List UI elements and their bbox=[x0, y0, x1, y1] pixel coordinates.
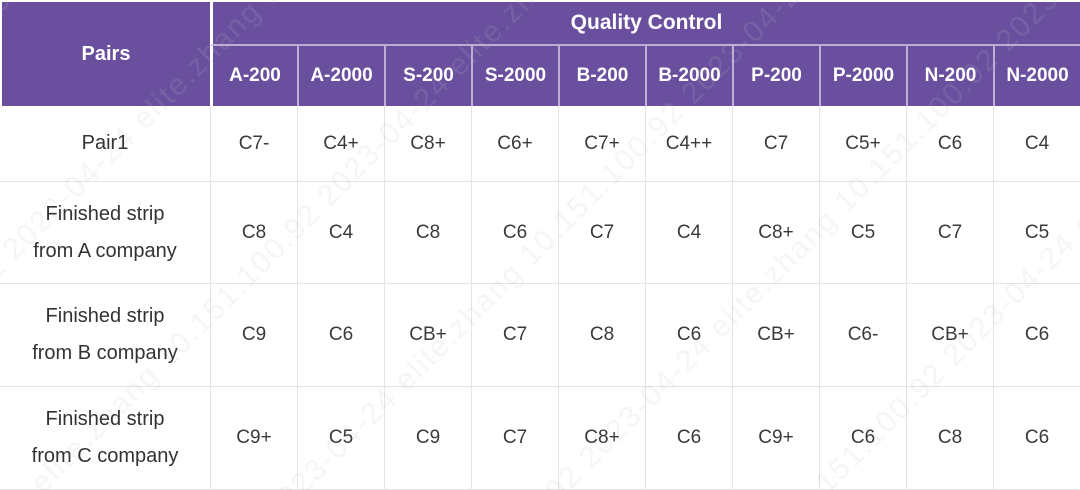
value-cell: C5+ bbox=[819, 106, 906, 182]
value-cell: C7 bbox=[732, 106, 819, 182]
value-cell: C7 bbox=[471, 284, 558, 387]
row-label: Pair1 bbox=[0, 106, 210, 182]
value-cell: C7- bbox=[210, 106, 297, 182]
value-cell: C7 bbox=[471, 387, 558, 490]
value-cell: C9 bbox=[384, 387, 471, 490]
value-cell: C8 bbox=[558, 284, 645, 387]
value-cell: C6 bbox=[993, 284, 1080, 387]
value-cell: C4+ bbox=[297, 106, 384, 182]
value-cell: CB+ bbox=[732, 284, 819, 387]
value-cell: C6 bbox=[471, 182, 558, 284]
value-cell: C4 bbox=[297, 182, 384, 284]
value-cell: C6 bbox=[645, 387, 732, 490]
row-label: Finished strip from C company bbox=[0, 387, 210, 490]
value-cell: C6 bbox=[906, 106, 993, 182]
column-header-s-2000: S-2000 bbox=[471, 46, 558, 106]
value-cell: C8+ bbox=[732, 182, 819, 284]
value-cell: C4++ bbox=[645, 106, 732, 182]
column-header-n-200: N-200 bbox=[906, 46, 993, 106]
value-cell: C7 bbox=[906, 182, 993, 284]
row-label: Finished strip from B company bbox=[0, 284, 210, 387]
value-cell: C7 bbox=[558, 182, 645, 284]
value-cell: C9+ bbox=[732, 387, 819, 490]
value-cell: C6 bbox=[297, 284, 384, 387]
value-cell: C8+ bbox=[384, 106, 471, 182]
value-cell: C6 bbox=[819, 387, 906, 490]
value-cell: C6 bbox=[645, 284, 732, 387]
column-header-a-2000: A-2000 bbox=[297, 46, 384, 106]
value-cell: C5 bbox=[297, 387, 384, 490]
value-cell: C9 bbox=[210, 284, 297, 387]
column-header-p-2000: P-2000 bbox=[819, 46, 906, 106]
value-cell: C4 bbox=[645, 182, 732, 284]
value-cell: C5 bbox=[993, 182, 1080, 284]
value-cell: C8+ bbox=[558, 387, 645, 490]
row-label: Finished strip from A company bbox=[0, 182, 210, 284]
value-cell: CB+ bbox=[906, 284, 993, 387]
value-cell: C8 bbox=[384, 182, 471, 284]
value-cell: C7+ bbox=[558, 106, 645, 182]
column-header-b-200: B-200 bbox=[558, 46, 645, 106]
value-cell: C4 bbox=[993, 106, 1080, 182]
column-header-s-200: S-200 bbox=[384, 46, 471, 106]
column-header-a-200: A-200 bbox=[210, 46, 297, 106]
value-cell: C6 bbox=[993, 387, 1080, 490]
value-cell: C8 bbox=[210, 182, 297, 284]
column-header-b-2000: B-2000 bbox=[645, 46, 732, 106]
quality-control-group-header: Quality Control bbox=[210, 0, 1080, 46]
column-header-p-200: P-200 bbox=[732, 46, 819, 106]
value-cell: C8 bbox=[906, 387, 993, 490]
column-header-n-2000: N-2000 bbox=[993, 46, 1080, 106]
value-cell: C5 bbox=[819, 182, 906, 284]
pairs-header-cell: Pairs bbox=[0, 0, 210, 106]
value-cell: C9+ bbox=[210, 387, 297, 490]
value-cell: C6+ bbox=[471, 106, 558, 182]
value-cell: CB+ bbox=[384, 284, 471, 387]
value-cell: C6- bbox=[819, 284, 906, 387]
